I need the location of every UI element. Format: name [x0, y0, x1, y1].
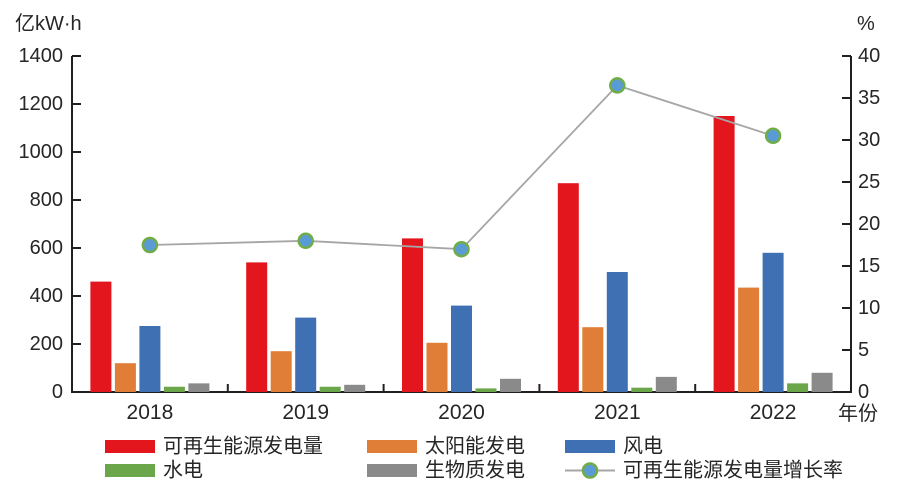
bar-水电-2020: [475, 388, 497, 392]
legend-swatch-太阳能发电: [367, 440, 417, 453]
left-tick-label: 1000: [19, 141, 64, 163]
growth-rate-marker-2021: [609, 77, 626, 94]
bar-水电-2019: [319, 386, 341, 392]
bar-生物质发电-2019: [344, 384, 366, 392]
right-tick-label: 5: [858, 339, 869, 361]
bar-生物质发电-2018: [188, 383, 210, 392]
bar-可再生能源发电量-2022: [713, 116, 735, 392]
right-tick-label: 35: [858, 87, 880, 109]
left-tick-label: 1200: [19, 93, 64, 115]
category-labels: 2018 2019 2020 2021 2022: [127, 401, 797, 424]
bar-可再生能源发电量-2019: [246, 262, 268, 392]
bar-风电-2021: [606, 272, 628, 392]
right-tick-label: 20: [858, 213, 880, 235]
legend-line-marker: [581, 462, 599, 479]
legend-label: 风电: [623, 435, 663, 458]
legend-swatch-可再生能源发电量: [105, 440, 155, 453]
bar-太阳能发电-2020: [426, 342, 448, 392]
bar-水电-2022: [787, 383, 809, 392]
growth-rate-marker-2020: [453, 240, 470, 258]
right-tick-label: 0: [858, 381, 869, 403]
growth-rate-marker-2019: [297, 232, 314, 250]
legend-label: 太阳能发电: [425, 435, 525, 458]
bar-太阳能发电-2022: [738, 287, 760, 392]
legend-swatch-生物质发电: [367, 464, 417, 477]
bar-生物质发电-2021: [655, 376, 677, 392]
bar-可再生能源发电量-2018: [90, 281, 112, 392]
x-axis-title: 年份: [838, 402, 878, 425]
category-label: 2021: [594, 401, 641, 424]
growth-rate-marker-2018: [141, 236, 159, 254]
right-tick-label: 30: [858, 129, 880, 151]
bar-风电-2019: [295, 317, 317, 392]
bar-groups: [90, 116, 833, 392]
bar-风电-2022: [762, 252, 784, 392]
right-tick-label: 15: [858, 255, 880, 277]
category-label: 2020: [438, 401, 485, 424]
axis-ticks: [72, 55, 851, 393]
growth-rate-marker-2022: [764, 127, 782, 145]
bar-太阳能发电-2019: [270, 351, 292, 392]
bar-可再生能源发电量-2020: [402, 238, 423, 392]
right-tick-label: 10: [858, 297, 880, 319]
left-tick-label: 200: [30, 333, 63, 355]
left-tick-label: 400: [30, 285, 63, 307]
bar-水电-2018: [163, 386, 185, 392]
left-tick-label: 600: [30, 237, 63, 259]
category-label: 2019: [282, 401, 329, 424]
bar-生物质发电-2020: [500, 378, 521, 392]
legend-swatch-风电: [565, 440, 615, 453]
axis-tick-labels: 0 200 400 600 800 1000 1200 1400 0 5 10 15 20 25 30 35 4…: [19, 45, 881, 403]
category-label: 2022: [750, 401, 797, 424]
bar-生物质发电-2022: [811, 372, 833, 392]
bar-水电-2021: [631, 387, 653, 392]
legend-label: 可再生能源发电量: [163, 435, 323, 458]
growth-rate-polyline: [149, 84, 774, 251]
left-tick-label: 0: [52, 381, 63, 403]
legend-label: 水电: [163, 459, 203, 482]
right-tick-label: 25: [858, 171, 880, 193]
bar-风电-2018: [139, 326, 161, 392]
legend-label: 可再生能源发电量增长率: [623, 459, 843, 482]
legend-swatch-水电: [105, 464, 155, 477]
category-label: 2018: [127, 401, 174, 424]
growth-rate-line: [141, 77, 782, 258]
legend-label: 生物质发电: [425, 459, 525, 482]
right-axis-title: %: [857, 13, 875, 35]
bar-太阳能发电-2018: [114, 363, 136, 392]
bar-可再生能源发电量-2021: [557, 183, 579, 392]
left-tick-label: 800: [30, 189, 63, 211]
right-tick-label: 40: [858, 45, 880, 67]
left-tick-label: 1400: [19, 45, 64, 67]
left-axis-title: 亿kW·h: [15, 12, 82, 35]
bar-太阳能发电-2021: [582, 327, 604, 392]
bar-风电-2020: [451, 305, 472, 392]
